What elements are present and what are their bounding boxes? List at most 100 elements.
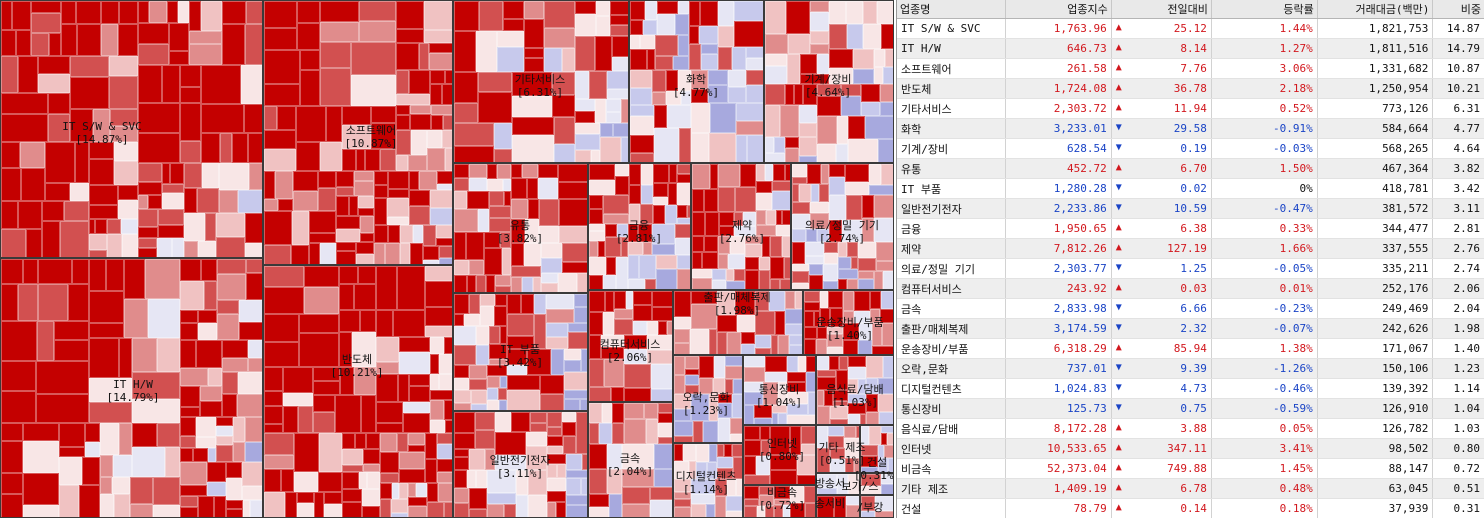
- stock-tile[interactable]: [744, 367, 765, 382]
- stock-tile[interactable]: [624, 419, 646, 444]
- stock-tile[interactable]: [196, 417, 216, 437]
- stock-tile[interactable]: [756, 225, 776, 236]
- stock-tile[interactable]: [64, 201, 89, 221]
- sector-block[interactable]: [453, 163, 588, 293]
- stock-tile[interactable]: [703, 421, 718, 442]
- stock-tile[interactable]: [544, 48, 562, 72]
- stock-tile[interactable]: [264, 469, 281, 492]
- stock-tile[interactable]: [824, 242, 838, 253]
- stock-tile[interactable]: [726, 281, 745, 289]
- stock-tile[interactable]: [437, 472, 452, 483]
- stock-tile[interactable]: [313, 381, 340, 395]
- stock-tile[interactable]: [54, 321, 89, 340]
- stock-tile[interactable]: [786, 1, 810, 34]
- stock-tile[interactable]: [376, 423, 403, 433]
- stock-tile[interactable]: [59, 457, 82, 485]
- stock-tile[interactable]: [575, 111, 595, 123]
- stock-tile[interactable]: [374, 225, 388, 243]
- stock-tile[interactable]: [866, 412, 879, 424]
- stock-tile[interactable]: [558, 182, 587, 199]
- stock-tile[interactable]: [264, 28, 297, 50]
- stock-tile[interactable]: [89, 234, 107, 250]
- stock-tile[interactable]: [1, 361, 36, 391]
- stock-tile[interactable]: [356, 149, 365, 171]
- stock-tile[interactable]: [657, 1, 678, 14]
- stock-tile[interactable]: [674, 291, 691, 317]
- stock-tile[interactable]: [242, 462, 262, 486]
- stock-tile[interactable]: [497, 164, 511, 179]
- stock-tile[interactable]: [524, 1, 544, 19]
- stock-tile[interactable]: [89, 185, 118, 205]
- stock-tile[interactable]: [408, 433, 425, 445]
- stock-tile[interactable]: [798, 356, 806, 372]
- stock-tile[interactable]: [817, 229, 829, 242]
- stock-tile[interactable]: [712, 280, 726, 289]
- stock-tile[interactable]: [774, 486, 790, 499]
- stock-tile[interactable]: [528, 199, 539, 219]
- stock-tile[interactable]: [132, 399, 180, 423]
- stock-tile[interactable]: [714, 356, 725, 378]
- stock-tile[interactable]: [872, 346, 893, 354]
- stock-tile[interactable]: [1, 142, 20, 168]
- stock-tile[interactable]: [130, 477, 153, 504]
- stock-tile[interactable]: [606, 257, 616, 275]
- stock-tile[interactable]: [658, 413, 672, 423]
- sector-block[interactable]: [673, 290, 803, 355]
- stock-tile[interactable]: [342, 125, 371, 149]
- sector-block[interactable]: [816, 495, 860, 518]
- stock-tile[interactable]: [380, 149, 396, 171]
- stock-tile[interactable]: [810, 1, 829, 12]
- stock-tile[interactable]: [495, 286, 511, 292]
- stock-tile[interactable]: [785, 309, 802, 324]
- stock-tile[interactable]: [546, 294, 574, 309]
- stock-tile[interactable]: [658, 437, 672, 444]
- stock-tile[interactable]: [469, 260, 484, 275]
- stock-tile[interactable]: [388, 225, 400, 243]
- stock-tile[interactable]: [685, 385, 699, 394]
- sector-block[interactable]: [263, 265, 453, 518]
- stock-tile[interactable]: [765, 54, 787, 66]
- stock-tile[interactable]: [318, 188, 336, 211]
- stock-tile[interactable]: [846, 505, 859, 517]
- stock-tile[interactable]: [504, 504, 516, 517]
- stock-tile[interactable]: [883, 67, 893, 84]
- sector-block[interactable]: [673, 443, 743, 518]
- stock-tile[interactable]: [841, 84, 861, 96]
- stock-tile[interactable]: [339, 310, 360, 332]
- stock-tile[interactable]: [297, 503, 314, 517]
- stock-tile[interactable]: [42, 201, 64, 221]
- stock-tile[interactable]: [281, 469, 294, 492]
- stock-tile[interactable]: [427, 148, 445, 171]
- stock-tile[interactable]: [800, 54, 817, 74]
- stock-tile[interactable]: [264, 287, 304, 314]
- stock-tile[interactable]: [866, 394, 878, 412]
- stock-tile[interactable]: [489, 344, 507, 359]
- stock-tile[interactable]: [817, 356, 829, 370]
- stock-tile[interactable]: [153, 477, 180, 505]
- stock-tile[interactable]: [246, 1, 262, 24]
- stock-tile[interactable]: [563, 436, 576, 454]
- stock-tile[interactable]: [512, 72, 552, 96]
- stock-tile[interactable]: [643, 20, 657, 35]
- stock-tile[interactable]: [475, 430, 495, 449]
- stock-tile[interactable]: [226, 500, 243, 509]
- stock-tile[interactable]: [842, 220, 862, 242]
- stock-tile[interactable]: [178, 1, 189, 23]
- stock-tile[interactable]: [736, 103, 763, 121]
- stock-tile[interactable]: [208, 448, 216, 462]
- stock-tile[interactable]: [180, 386, 200, 407]
- stock-tile[interactable]: [838, 269, 858, 279]
- stock-tile[interactable]: [630, 49, 647, 70]
- stock-tile[interactable]: [820, 308, 830, 327]
- stock-tile[interactable]: [744, 499, 759, 506]
- stock-tile[interactable]: [630, 135, 654, 153]
- stock-tile[interactable]: [860, 414, 866, 424]
- stock-tile[interactable]: [201, 259, 217, 281]
- stock-tile[interactable]: [424, 30, 452, 43]
- stock-tile[interactable]: [48, 114, 70, 142]
- stock-tile[interactable]: [471, 390, 487, 404]
- stock-tile[interactable]: [495, 275, 511, 286]
- stock-tile[interactable]: [245, 213, 262, 243]
- stock-tile[interactable]: [507, 390, 540, 410]
- stock-tile[interactable]: [393, 310, 425, 337]
